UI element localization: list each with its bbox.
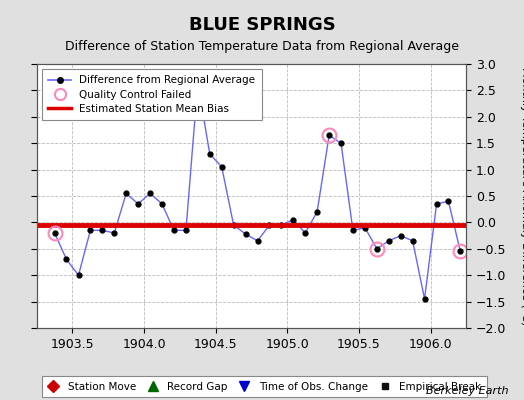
- Y-axis label: Monthly Temperature Anomaly Difference (°C): Monthly Temperature Anomaly Difference (…: [520, 67, 524, 325]
- Text: Difference of Station Temperature Data from Regional Average: Difference of Station Temperature Data f…: [65, 40, 459, 53]
- Text: BLUE SPRINGS: BLUE SPRINGS: [189, 16, 335, 34]
- Text: Berkeley Earth: Berkeley Earth: [426, 386, 508, 396]
- Legend: Station Move, Record Gap, Time of Obs. Change, Empirical Break: Station Move, Record Gap, Time of Obs. C…: [42, 376, 487, 397]
